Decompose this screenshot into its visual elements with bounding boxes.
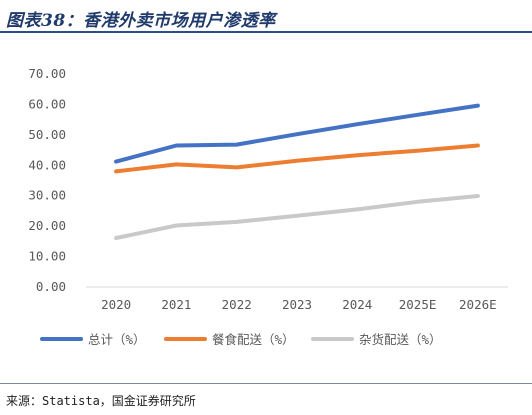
legend-label-1: 总计（%） <box>88 332 146 347</box>
y-tick-label: 40.00 <box>28 157 66 172</box>
y-tick-label: 50.00 <box>28 127 66 142</box>
x-tick-label: 2026E <box>459 297 497 312</box>
x-axis: 2020 2021 2022 2023 2024 2025E 2026E <box>101 297 497 312</box>
y-tick-label: 30.00 <box>28 188 66 203</box>
legend-label-2: 餐食配送（%） <box>212 332 295 347</box>
x-tick-label: 2025E <box>399 297 437 312</box>
source-note: 来源：Statista，国金证券研究所 <box>6 394 196 408</box>
chart-title: 图表38：香港外卖市场用户渗透率 <box>6 11 276 31</box>
y-axis: 0.00 10.00 20.00 30.00 40.00 50.00 60.00 70.00 <box>28 66 66 294</box>
title-divider <box>0 31 532 33</box>
legend: 总计（%） 餐食配送（%） 杂货配送（%） <box>40 332 442 347</box>
y-tick-label: 70.00 <box>28 66 66 81</box>
y-tick-label: 20.00 <box>28 218 66 233</box>
line-chart: 0.0010.0020.0030.0040.0050.0060.0070.00 … <box>28 66 508 347</box>
x-tick-label: 2022 <box>222 297 252 312</box>
series-line-1 <box>114 103 480 164</box>
x-tick-label: 2023 <box>282 297 312 312</box>
series-line-3 <box>114 194 480 240</box>
y-tick-label: 60.00 <box>28 96 66 111</box>
series-line-2 <box>114 143 480 174</box>
y-tick-label: 10.00 <box>28 249 66 264</box>
x-tick-label: 2024 <box>342 297 372 312</box>
x-tick-label: 2020 <box>101 297 131 312</box>
y-tick-label: 0.00 <box>36 279 66 294</box>
legend-label-3: 杂货配送（%） <box>359 332 442 347</box>
plot-area <box>114 103 480 240</box>
footer-divider <box>0 383 532 384</box>
x-tick-label: 2021 <box>161 297 191 312</box>
